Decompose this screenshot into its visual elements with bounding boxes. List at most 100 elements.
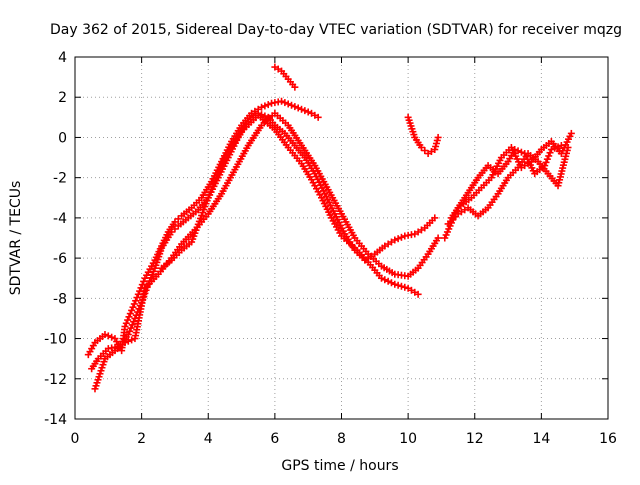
points-layer (84, 63, 575, 393)
y-axis-label: SDTVAR / TECUs (8, 181, 24, 296)
data-point (517, 148, 525, 156)
x-tick-label: 16 (599, 431, 617, 447)
series-8 (447, 141, 565, 222)
data-point (291, 83, 299, 91)
data-point (140, 277, 148, 285)
data-point (129, 303, 137, 311)
data-point (314, 113, 322, 121)
data-point (397, 233, 405, 241)
data-point (557, 141, 565, 149)
x-tick-label: 14 (532, 431, 550, 447)
data-point (124, 316, 132, 324)
series-4 (271, 63, 299, 91)
data-point (401, 283, 409, 291)
data-point (567, 129, 575, 137)
data-point (138, 281, 146, 289)
y-tick-label: -6 (53, 251, 67, 267)
y-tick-label: -14 (44, 412, 67, 428)
data-point (128, 321, 136, 329)
y-tick-label: -4 (53, 211, 67, 227)
data-point (291, 103, 299, 111)
series-3 (158, 111, 422, 298)
data-point (545, 152, 553, 160)
data-point (101, 331, 109, 339)
data-point (541, 162, 549, 170)
tick-layer: 0 2 4 6 8 10 12 14 16 4 2 0 -2 -4 -6 -8 -10 -12 -14 (44, 50, 617, 447)
x-tick-label: 12 (466, 431, 484, 447)
data-point (391, 236, 399, 244)
series-7 (444, 144, 572, 228)
data-point (121, 322, 129, 330)
data-point (124, 331, 132, 339)
data-point (122, 319, 130, 327)
data-point (377, 274, 385, 282)
data-point (384, 277, 392, 285)
grid-layer (75, 57, 608, 419)
data-point (261, 102, 269, 110)
series-1 (88, 109, 439, 373)
data-point (127, 324, 135, 332)
data-point (301, 107, 309, 115)
y-tick-label: -2 (53, 171, 67, 187)
data-point (284, 100, 292, 108)
series-2 (91, 109, 442, 393)
data-point (551, 144, 559, 152)
x-tick-label: 10 (399, 431, 417, 447)
data-point (128, 306, 136, 314)
data-point (130, 300, 138, 308)
data-point (126, 327, 134, 335)
data-point (547, 146, 555, 154)
data-point (546, 149, 554, 157)
data-point (258, 103, 266, 111)
data-point (133, 294, 141, 302)
data-point (511, 146, 519, 154)
data-point (298, 105, 306, 113)
y-tick-label: -10 (44, 332, 67, 348)
data-point (288, 101, 296, 109)
data-point (434, 133, 442, 141)
y-tick-label: 4 (58, 50, 67, 66)
data-point (434, 234, 442, 242)
data-point (281, 99, 289, 107)
data-point (124, 337, 132, 345)
chart-title: Day 362 of 2015, Sidereal Day-to-day VTE… (50, 22, 622, 38)
series-5 (404, 113, 442, 158)
data-point (121, 339, 129, 347)
data-point (128, 336, 136, 344)
data-point (264, 101, 272, 109)
data-point (431, 214, 439, 222)
data-point (394, 235, 402, 243)
data-point (132, 297, 140, 305)
data-point (104, 332, 112, 340)
y-tick-label: -8 (53, 291, 67, 307)
x-tick-label: 8 (337, 431, 346, 447)
x-tick-label: 2 (137, 431, 146, 447)
data-point (278, 97, 286, 105)
data-point (391, 280, 399, 288)
data-point (148, 271, 156, 279)
data-point (394, 281, 402, 289)
data-point (381, 276, 389, 284)
x-axis-label: GPS time / hours (281, 458, 398, 474)
data-point (108, 333, 116, 341)
data-point (543, 155, 551, 163)
y-tick-label: 0 (58, 130, 67, 146)
data-point (294, 104, 302, 112)
data-point (564, 144, 572, 151)
data-point (130, 318, 138, 326)
data-point (304, 108, 312, 116)
x-tick-label: 4 (204, 431, 213, 447)
data-point (397, 282, 405, 290)
data-point (414, 290, 422, 298)
x-tick-label: 0 (71, 431, 80, 447)
data-point (554, 143, 562, 151)
x-tick-label: 6 (270, 431, 279, 447)
y-tick-label: 2 (58, 90, 67, 106)
data-point (542, 158, 550, 166)
data-point (126, 310, 134, 318)
y-tick-label: -12 (44, 372, 67, 388)
data-point (125, 313, 133, 321)
data-point (150, 267, 158, 275)
